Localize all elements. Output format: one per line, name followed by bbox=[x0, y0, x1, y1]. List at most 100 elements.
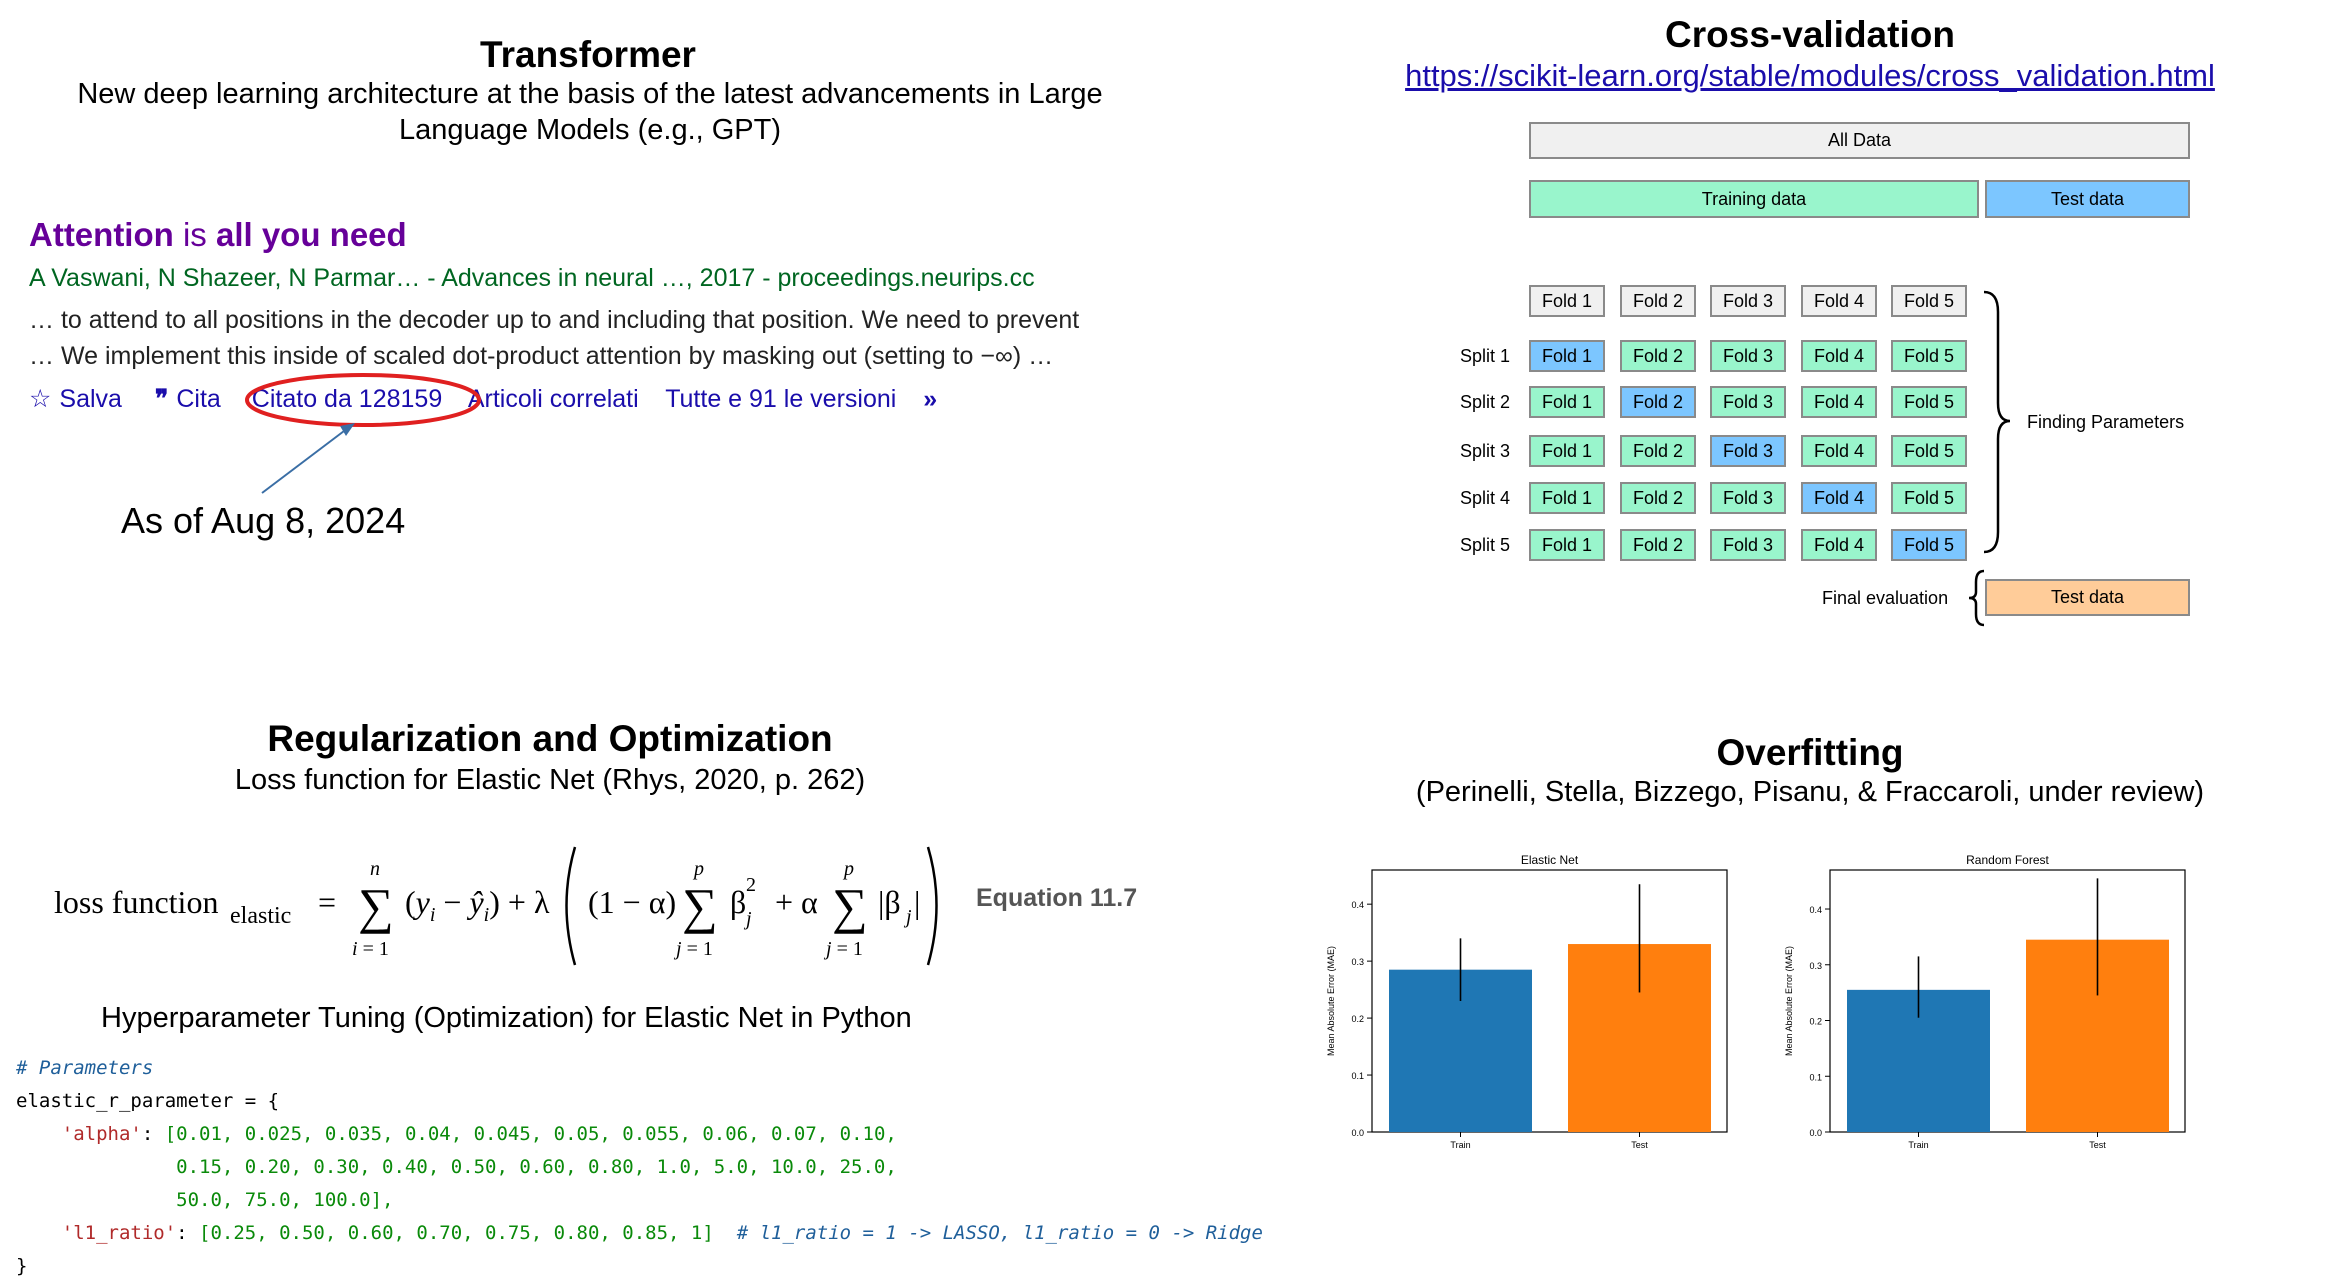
split-4-fold-2: Fold 2 bbox=[1620, 482, 1696, 514]
y-tick-label: 0.1 bbox=[1809, 1072, 1822, 1082]
split-1-fold-2: Fold 2 bbox=[1620, 340, 1696, 372]
annotation-text: As of Aug 8, 2024 bbox=[121, 500, 406, 541]
svg-text:elastic: elastic bbox=[230, 903, 291, 929]
alpha-values-line2: 0.15, 0.20, 0.30, 0.40, 0.50, 0.60, 0.80… bbox=[176, 1156, 897, 1178]
save-label: Salva bbox=[59, 385, 122, 413]
split-2-fold-5: Fold 5 bbox=[1891, 386, 1967, 418]
finding-parameters-brace bbox=[1983, 290, 2011, 554]
svg-text:loss function: loss function bbox=[54, 884, 218, 920]
split-label-3: Split 3 bbox=[1460, 441, 1511, 461]
split-4-fold-4: Fold 4 bbox=[1801, 482, 1877, 514]
split-3-fold-1: Fold 1 bbox=[1529, 435, 1605, 467]
x-tick-label: Train bbox=[1450, 1140, 1470, 1150]
svg-text:j: j bbox=[903, 906, 912, 928]
overfitting-title: Overfitting bbox=[1716, 732, 1904, 773]
svg-text:j = 1: j = 1 bbox=[823, 938, 863, 960]
svg-text:p: p bbox=[692, 858, 704, 880]
cite-label: Cita bbox=[176, 385, 221, 413]
y-axis-label: Mean Absolute Error (MAE) bbox=[1784, 946, 1794, 1056]
paper-title-link[interactable]: Attention is all you need bbox=[29, 216, 407, 254]
svg-text:2: 2 bbox=[746, 874, 756, 896]
y-tick-label: 0.2 bbox=[1351, 1014, 1364, 1024]
split-4-fold-5: Fold 5 bbox=[1891, 482, 1967, 514]
annotation-arrowhead bbox=[340, 423, 355, 436]
svg-text:(yi − ŷi) + λ: (yi − ŷi) + λ bbox=[405, 884, 550, 926]
split-5-fold-2: Fold 2 bbox=[1620, 529, 1696, 561]
split-5-fold-3: Fold 3 bbox=[1710, 529, 1786, 561]
svg-text:=: = bbox=[318, 884, 336, 920]
svg-text:β: β bbox=[730, 884, 746, 920]
svg-text:|β: |β bbox=[878, 884, 901, 920]
split-1-fold-4: Fold 4 bbox=[1801, 340, 1877, 372]
transformer-title: Transformer bbox=[480, 34, 696, 75]
equation-label: Equation 11.7 bbox=[976, 884, 1138, 912]
cv-url-link[interactable]: https://scikit-learn.org/stable/modules/… bbox=[1405, 58, 2215, 93]
all-versions-link[interactable]: Tutte e 91 le versioni bbox=[665, 385, 897, 413]
overfitting-subtitle: (Perinelli, Stella, Bizzego, Pisanu, & F… bbox=[1415, 776, 2205, 808]
x-tick-label: Test bbox=[2089, 1140, 2106, 1150]
l1-comment: # l1_ratio = 1 -> LASSO, l1_ratio = 0 ->… bbox=[736, 1222, 1263, 1244]
save-link[interactable]: ☆ Salva bbox=[29, 385, 122, 413]
tuning-heading: Hyperparameter Tuning (Optimization) for… bbox=[101, 1002, 912, 1034]
svg-text:|: | bbox=[914, 884, 920, 920]
split-1-fold-5: Fold 5 bbox=[1891, 340, 1967, 372]
cited-by-link[interactable]: Citato da 128159 bbox=[251, 385, 443, 413]
code-comment: # Parameters bbox=[16, 1057, 154, 1079]
alpha-key: 'alpha' bbox=[61, 1123, 142, 1145]
paper-snippet-line2: … We implement this inside of scaled dot… bbox=[29, 342, 1054, 370]
regularization-subtitle: Loss function for Elastic Net (Rhys, 202… bbox=[234, 764, 866, 796]
fold-header-2: Fold 2 bbox=[1620, 285, 1696, 317]
fold-header-3: Fold 3 bbox=[1710, 285, 1786, 317]
split-4-fold-3: Fold 3 bbox=[1710, 482, 1786, 514]
x-tick-label: Train bbox=[1908, 1140, 1928, 1150]
paper-authors[interactable]: A Vaswani, N Shazeer, N Parmar… - Advanc… bbox=[29, 264, 1035, 292]
split-2-fold-1: Fold 1 bbox=[1529, 386, 1605, 418]
cite-link[interactable]: ❞ Cita bbox=[155, 385, 221, 413]
all-data-box: All Data bbox=[1529, 122, 2190, 159]
svg-text:∑: ∑ bbox=[682, 878, 718, 934]
y-tick-label: 0.2 bbox=[1809, 1017, 1822, 1027]
plot-frame bbox=[1371, 869, 1728, 1133]
fold-header-4: Fold 4 bbox=[1801, 285, 1877, 317]
related-articles-link[interactable]: Articoli correlati bbox=[467, 385, 639, 413]
svg-text:∑: ∑ bbox=[358, 878, 394, 934]
y-tick-label: 0.3 bbox=[1351, 957, 1364, 967]
split-5-fold-4: Fold 4 bbox=[1801, 529, 1877, 561]
split-5-fold-5: Fold 5 bbox=[1891, 529, 1967, 561]
y-axis-label: Mean Absolute Error (MAE) bbox=[1326, 946, 1336, 1056]
final-evaluation-label: Final evaluation bbox=[1822, 588, 1949, 608]
quote-icon: ❞ bbox=[154, 385, 169, 413]
svg-text:n: n bbox=[370, 858, 380, 880]
y-tick-label: 0.0 bbox=[1809, 1128, 1822, 1138]
code-block: # Parameters elastic_r_parameter = { 'al… bbox=[16, 1057, 1263, 1277]
l1-key: 'l1_ratio' bbox=[61, 1222, 177, 1244]
alpha-values-line3: 50.0, 75.0, 100.0], bbox=[176, 1189, 394, 1211]
scholar-links: ☆ Salva ❞ Cita Citato da 128159 Articoli c… bbox=[29, 384, 957, 414]
y-tick-label: 0.0 bbox=[1351, 1128, 1364, 1138]
chart-title: Random Forest bbox=[1966, 853, 2049, 867]
split-2-fold-4: Fold 4 bbox=[1801, 386, 1877, 418]
split-4-fold-1: Fold 1 bbox=[1529, 482, 1605, 514]
chart-title: Elastic Net bbox=[1521, 853, 1579, 867]
elastic-net-loss-equation: loss function elastic = n ∑ i = 1 (yi − … bbox=[54, 846, 938, 966]
alpha-values-line1: [0.01, 0.025, 0.035, 0.04, 0.045, 0.05, … bbox=[164, 1123, 897, 1145]
transformer-subtitle-line2: Language Models (e.g., GPT) bbox=[398, 114, 782, 146]
split-1-fold-3: Fold 3 bbox=[1710, 340, 1786, 372]
svg-text:j = 1: j = 1 bbox=[673, 938, 713, 960]
random-forest-chart: Random Forest 0.0 0.1 0.2 0.3 0.4 Mean Absolut… bbox=[1784, 853, 2186, 1150]
transformer-subtitle-line1: New deep learning architecture at the ba… bbox=[77, 78, 1103, 110]
cv-title: Cross-validation bbox=[1665, 14, 1955, 55]
split-5-fold-1: Fold 1 bbox=[1529, 529, 1605, 561]
paper-title-part-c: all you need bbox=[215, 216, 407, 253]
svg-text:(1 − α): (1 − α) bbox=[588, 884, 676, 920]
split-1-fold-1: Fold 1 bbox=[1529, 340, 1605, 372]
more-chevrons-icon[interactable]: » bbox=[923, 385, 938, 413]
star-icon: ☆ bbox=[29, 385, 52, 413]
highlight-circle bbox=[245, 373, 481, 427]
y-tick-label: 0.3 bbox=[1809, 961, 1822, 971]
split-3-fold-2: Fold 2 bbox=[1620, 435, 1696, 467]
fold-header-1: Fold 1 bbox=[1529, 285, 1605, 317]
y-tick-label: 0.4 bbox=[1351, 900, 1364, 910]
x-tick-label: Test bbox=[1631, 1140, 1648, 1150]
split-2-fold-2: Fold 2 bbox=[1620, 386, 1696, 418]
